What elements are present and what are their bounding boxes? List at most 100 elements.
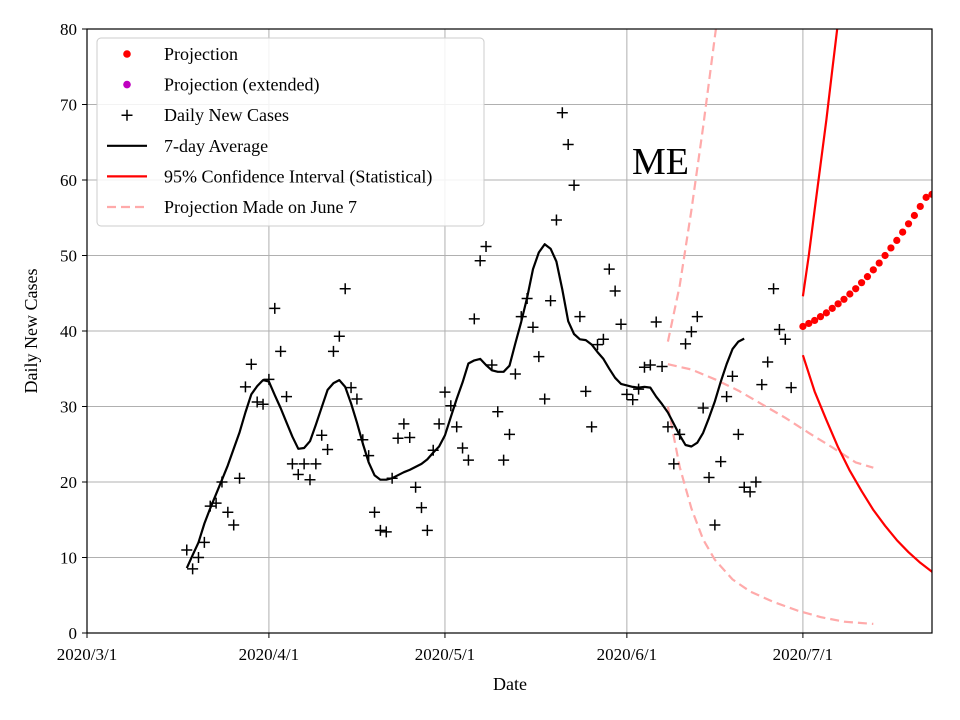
x-tick-label: 2020/4/1	[239, 645, 299, 664]
daily-new-cases-point	[750, 476, 762, 488]
projection-point	[887, 244, 895, 252]
daily-new-cases-point	[410, 481, 422, 493]
daily-new-cases-point	[357, 434, 369, 446]
daily-new-cases-point	[597, 333, 609, 345]
daily-new-cases-point	[445, 400, 457, 412]
projection-point	[846, 290, 854, 298]
daily-new-cases-point	[721, 391, 733, 403]
daily-new-cases-point	[732, 428, 744, 440]
projection-point	[869, 266, 877, 274]
daily-new-cases-point	[257, 398, 269, 410]
legend-label-projection-made-on-june-7: Projection Made on June 7	[164, 197, 357, 217]
daily-new-cases-point	[204, 500, 216, 512]
daily-new-cases-point	[685, 326, 697, 338]
x-tick-label: 2020/5/1	[415, 645, 475, 664]
legend-label-projection: Projection	[164, 44, 238, 64]
daily-new-cases-point	[322, 444, 334, 456]
y-tick-label: 60	[60, 171, 77, 190]
daily-new-cases-point	[228, 519, 240, 531]
projection-point	[828, 304, 836, 312]
daily-new-cases-point	[369, 506, 381, 518]
legend-label-daily-new-cases: Daily New Cases	[164, 105, 289, 125]
daily-new-cases-point	[468, 313, 480, 325]
daily-new-cases-point	[527, 321, 539, 333]
daily-new-cases-point	[633, 383, 645, 395]
daily-new-cases-point	[216, 476, 228, 488]
daily-new-cases-point	[515, 311, 527, 323]
daily-new-cases-point	[779, 333, 791, 345]
daily-new-cases-point	[738, 481, 750, 493]
daily-new-cases-point	[339, 283, 351, 295]
daily-new-cases-point	[768, 283, 780, 295]
y-tick-label: 0	[69, 624, 78, 643]
daily-new-cases-point	[404, 431, 416, 443]
daily-new-cases-point	[351, 393, 363, 405]
x-axis-label: Date	[493, 674, 527, 694]
daily-new-cases-point	[762, 356, 774, 368]
daily-new-cases-point	[222, 506, 234, 518]
projection-made-on-june-7-lower-line	[666, 406, 874, 625]
daily-new-cases-point	[574, 311, 586, 323]
daily-new-cases-point	[210, 497, 222, 509]
daily-new-cases-point	[586, 421, 598, 433]
daily-new-cases-point	[773, 323, 785, 335]
daily-new-cases-point	[392, 432, 404, 444]
daily-new-cases-point	[562, 139, 574, 151]
daily-new-cases-point	[433, 418, 445, 430]
daily-new-cases-point	[568, 179, 580, 191]
7-day-average-line	[185, 243, 745, 569]
y-tick-label: 20	[60, 473, 77, 492]
state-label: ME	[632, 141, 689, 183]
daily-new-cases-point	[521, 293, 533, 305]
legend-box	[96, 37, 485, 227]
projection-point	[910, 211, 918, 220]
daily-new-cases-point	[386, 472, 398, 484]
y-tick-label: 70	[60, 96, 77, 115]
daily-new-cases-point	[492, 406, 504, 418]
daily-new-cases-point	[550, 214, 562, 226]
projection-point	[840, 295, 848, 303]
daily-new-cases-point	[627, 394, 639, 406]
daily-new-cases-point	[192, 552, 204, 563]
projection-point	[899, 228, 907, 236]
daily-new-cases-point	[691, 311, 703, 323]
daily-new-cases-point	[509, 368, 521, 380]
daily-new-cases-point	[504, 428, 515, 440]
daily-new-cases-point	[398, 418, 410, 430]
daily-new-cases-point	[486, 359, 498, 371]
daily-new-cases-point	[609, 285, 621, 297]
legend-marker-projection	[123, 50, 131, 58]
daily-new-cases-point	[457, 442, 469, 454]
projection-point	[928, 190, 932, 198]
projection-point	[904, 220, 913, 228]
daily-new-cases-point	[615, 318, 627, 330]
projection-made-on-june-7-median-line	[667, 363, 874, 469]
daily-new-cases-point	[292, 468, 304, 480]
x-tick-label: 2020/3/1	[57, 645, 117, 664]
daily-new-cases-point	[451, 421, 463, 433]
daily-new-cases-point	[198, 536, 210, 548]
legend-marker-daily-new-cases	[121, 109, 133, 121]
daily-new-cases-point	[474, 255, 486, 267]
daily-new-cases-point	[756, 379, 768, 391]
daily-new-cases-point	[415, 502, 427, 514]
projection-point	[799, 322, 807, 331]
daily-new-cases-point	[638, 361, 650, 373]
daily-new-cases-point	[715, 456, 727, 468]
daily-new-cases-point	[245, 358, 257, 370]
y-tick-label: 10	[60, 549, 77, 568]
projection-point	[881, 251, 889, 260]
legend: Projection Projection (extended) Daily New…	[96, 37, 485, 227]
daily-new-cases-point	[427, 444, 439, 456]
y-axis-label: Daily New Cases	[21, 269, 41, 394]
95-confidence-interval-statistical-lower-line	[801, 354, 932, 574]
daily-new-cases-point	[345, 382, 357, 394]
y-tick-label: 40	[60, 322, 77, 341]
projection-made-on-june-7-upper-line	[666, 29, 718, 342]
daily-new-cases-point	[697, 402, 709, 414]
daily-new-cases-point	[333, 330, 345, 342]
daily-new-cases-point	[187, 563, 199, 575]
projection-point	[811, 316, 819, 325]
x-tick-label: 2020/7/1	[773, 645, 833, 664]
projection-point	[834, 300, 842, 308]
